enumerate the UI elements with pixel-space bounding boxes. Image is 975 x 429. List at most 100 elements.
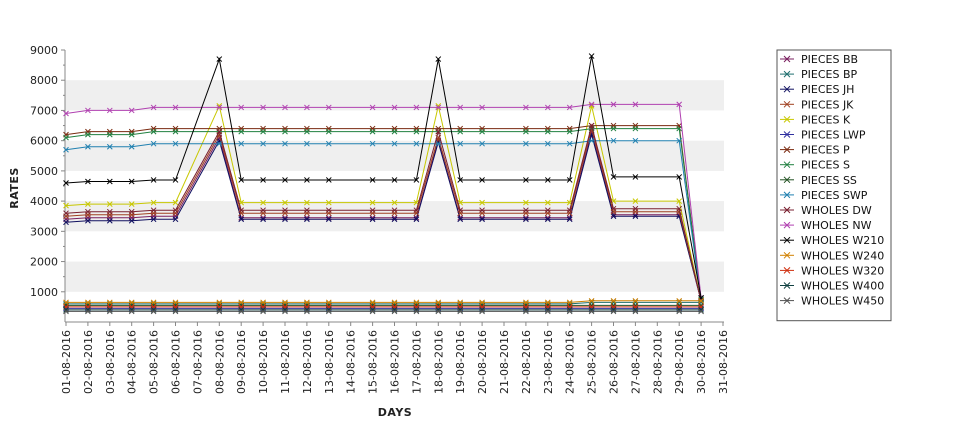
series-line (65, 128, 702, 300)
data-point (238, 104, 245, 111)
y-axis: 1000 2000 3000 4000 5000 6000 7000 8000 9000 (30, 44, 66, 322)
legend-item: WHOLES W400 (780, 280, 884, 293)
data-point (63, 134, 69, 141)
data-point (304, 104, 310, 111)
legend-item: WHOLES NW (780, 219, 872, 232)
data-point (676, 174, 683, 180)
legend-marker (783, 221, 791, 229)
x-tick-label: 03-08-2016 (104, 330, 117, 394)
data-point (566, 104, 573, 111)
data-point (282, 308, 288, 315)
legend-marker (783, 100, 791, 108)
legend-label: WHOLES W240 (801, 249, 884, 262)
series-wholes-w450 (63, 308, 704, 315)
data-point (172, 207, 179, 214)
data-point (479, 299, 485, 306)
legend-item: PIECES JK (780, 98, 854, 111)
data-point (523, 128, 529, 135)
data-point (479, 207, 485, 214)
legend-marker (783, 176, 791, 184)
data-point (369, 140, 376, 147)
data-point (106, 178, 113, 185)
grid-bands (65, 50, 724, 322)
data-point (282, 199, 288, 206)
data-point (260, 207, 266, 214)
data-point (325, 216, 332, 223)
data-point (610, 174, 617, 180)
data-point (610, 137, 617, 144)
data-point (85, 308, 91, 315)
data-point (676, 308, 683, 315)
data-point (282, 140, 288, 147)
data-point (588, 137, 595, 144)
data-point (391, 177, 398, 183)
data-point (216, 140, 223, 147)
data-point (85, 201, 91, 207)
legend-marker (783, 70, 791, 78)
data-point (588, 53, 595, 59)
legend-label: PIECES S (801, 159, 850, 172)
data-point (435, 140, 442, 147)
data-point (566, 308, 573, 315)
data-point (523, 177, 529, 183)
data-point (304, 299, 310, 306)
data-point (676, 101, 683, 108)
x-tick-label: 21-08-2016 (498, 330, 511, 394)
x-tick-label: 22-08-2016 (520, 330, 533, 394)
data-point (260, 140, 266, 147)
data-point (304, 199, 310, 206)
data-point (544, 216, 551, 223)
x-tick-label: 07-08-2016 (191, 330, 204, 394)
y-tick-label: 4000 (30, 195, 58, 208)
data-point (391, 128, 398, 135)
data-point (325, 299, 332, 306)
legend-item: WHOLES W240 (780, 249, 884, 262)
data-point (282, 128, 288, 135)
data-point (457, 128, 464, 135)
data-point (106, 131, 113, 138)
data-point (63, 308, 69, 315)
data-point (413, 216, 420, 223)
data-point (610, 125, 617, 132)
data-point (172, 199, 179, 206)
x-tick-label: 11-08-2016 (279, 330, 292, 394)
x-tick-label: 10-08-2016 (257, 330, 270, 394)
series-line (66, 300, 702, 303)
data-point (369, 177, 376, 183)
data-point (106, 107, 113, 114)
series-line (65, 103, 702, 298)
legend-item: PIECES JH (780, 83, 854, 96)
legend: PIECES BB PIECES BP PIECES JH PIECES JK PIEC… (776, 49, 892, 322)
data-point (632, 174, 639, 180)
data-point (544, 207, 551, 214)
data-point (238, 140, 245, 147)
legend-marker (783, 85, 791, 93)
data-point (457, 104, 464, 111)
data-point (63, 219, 69, 226)
series-pieces-k (63, 103, 704, 304)
data-point (523, 199, 529, 206)
legend-item: PIECES SWP (780, 189, 868, 202)
data-point (391, 207, 398, 214)
data-point (85, 217, 91, 224)
legend-item: WHOLES W210 (780, 234, 884, 247)
x-tick-label: 18-08-2016 (432, 330, 445, 394)
data-point (544, 128, 551, 135)
series-line (65, 132, 702, 301)
grid-band (65, 80, 724, 111)
data-point (304, 128, 310, 135)
data-point (632, 308, 639, 315)
x-tick-label: 01-08-2016 (60, 330, 73, 394)
data-point (106, 143, 113, 150)
data-point (325, 308, 332, 315)
data-point (106, 308, 113, 315)
data-point (172, 104, 179, 111)
legend-label: WHOLES W210 (801, 234, 884, 247)
data-point (369, 207, 376, 214)
data-point (260, 199, 266, 206)
data-point (391, 299, 398, 306)
data-point (632, 137, 639, 144)
data-point (238, 299, 245, 306)
data-point (216, 128, 223, 135)
x-tick-label: 12-08-2016 (301, 330, 314, 394)
